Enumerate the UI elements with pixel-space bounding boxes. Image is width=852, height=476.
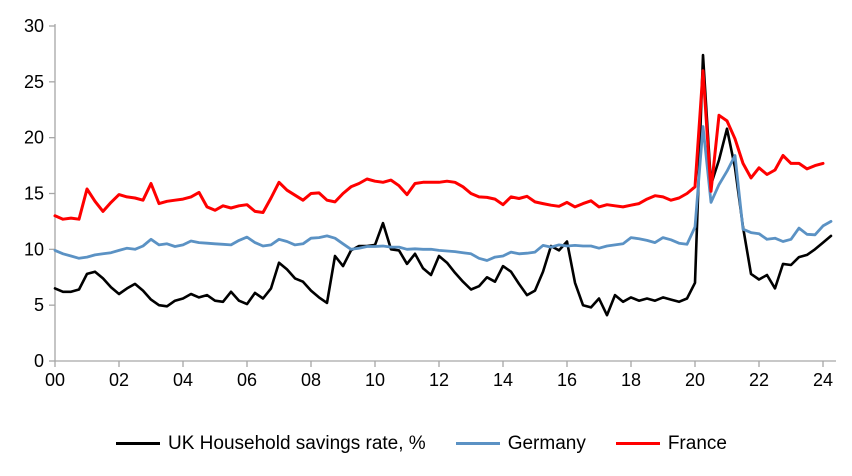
france-line (53, 69, 825, 221)
legend-item-germany: Germany (455, 432, 586, 454)
legend-label-france: France (667, 432, 727, 454)
x-tick-label-10: 10 (365, 370, 385, 390)
x-tick-label-18: 18 (621, 370, 641, 390)
x-tick-label-04: 04 (173, 370, 193, 390)
legend-item-france: France (615, 432, 727, 454)
x-tick-label-08: 08 (301, 370, 321, 390)
legend-swatch-france (615, 441, 660, 445)
chart-legend: UK Household savings rate, % Germany Franc… (0, 418, 852, 468)
legend-swatch-uk (116, 441, 160, 445)
y-tick-label-30: 30 (24, 16, 44, 36)
y-tick-label-5: 5 (34, 295, 44, 315)
legend-item-uk: UK Household savings rate, % (116, 434, 426, 453)
x-tick-label-00: 00 (45, 370, 65, 390)
legend-label-germany: Germany (507, 432, 586, 454)
x-tick-label-12: 12 (429, 370, 449, 390)
x-tick-label-22: 22 (749, 370, 769, 390)
x-tick-label-14: 14 (493, 370, 513, 390)
legend-label-uk: UK Household savings rate, % (168, 432, 426, 454)
y-tick-label-0: 0 (34, 351, 44, 371)
y-tick-label-15: 15 (24, 184, 44, 204)
x-tick-label-02: 02 (109, 370, 129, 390)
y-tick-label-25: 25 (24, 72, 44, 92)
x-tick-label-16: 16 (557, 370, 577, 390)
germany-line (53, 125, 833, 262)
x-tick-label-20: 20 (685, 370, 705, 390)
y-tick-label-10: 10 (24, 239, 44, 259)
x-tick-label-24: 24 (813, 370, 833, 390)
legend-swatch-germany (455, 441, 500, 445)
uk-line (53, 53, 833, 317)
x-tick-label-06: 06 (237, 370, 257, 390)
y-tick-label-20: 20 (24, 128, 44, 148)
savings-rate-chart: 0 5 10 15 20 25 30 00 02 04 06 08 10 12 14 16 18 20 22 24 (24, 16, 836, 390)
